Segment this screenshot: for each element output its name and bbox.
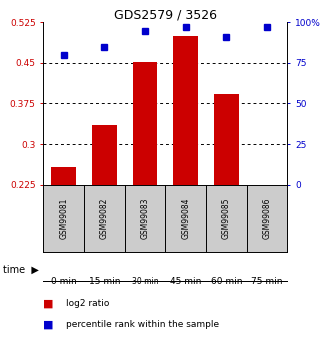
Text: 75 min: 75 min (251, 277, 283, 286)
Text: GSM99081: GSM99081 (59, 198, 68, 239)
Text: log2 ratio: log2 ratio (66, 299, 109, 308)
Bar (214, 94, 239, 185)
Title: GDS2579 / 3526: GDS2579 / 3526 (114, 8, 217, 21)
Text: 45 min: 45 min (170, 277, 201, 286)
Text: ■: ■ (43, 319, 54, 329)
Text: ■: ■ (43, 299, 54, 308)
Text: GSM99086: GSM99086 (263, 197, 272, 239)
Text: GSM99083: GSM99083 (141, 197, 150, 239)
Text: GSM99085: GSM99085 (222, 197, 231, 239)
Text: GSM99082: GSM99082 (100, 198, 109, 239)
Text: 30 min: 30 min (132, 277, 158, 286)
Text: percentile rank within the sample: percentile rank within the sample (66, 320, 219, 329)
Text: time  ▶: time ▶ (3, 265, 39, 275)
Text: GSM99084: GSM99084 (181, 197, 190, 239)
Bar (173, 37, 198, 185)
Text: 15 min: 15 min (89, 277, 120, 286)
Bar (51, 167, 76, 185)
Text: 60 min: 60 min (211, 277, 242, 286)
Bar (133, 62, 157, 185)
Text: 0 min: 0 min (51, 277, 76, 286)
Bar (92, 125, 117, 185)
